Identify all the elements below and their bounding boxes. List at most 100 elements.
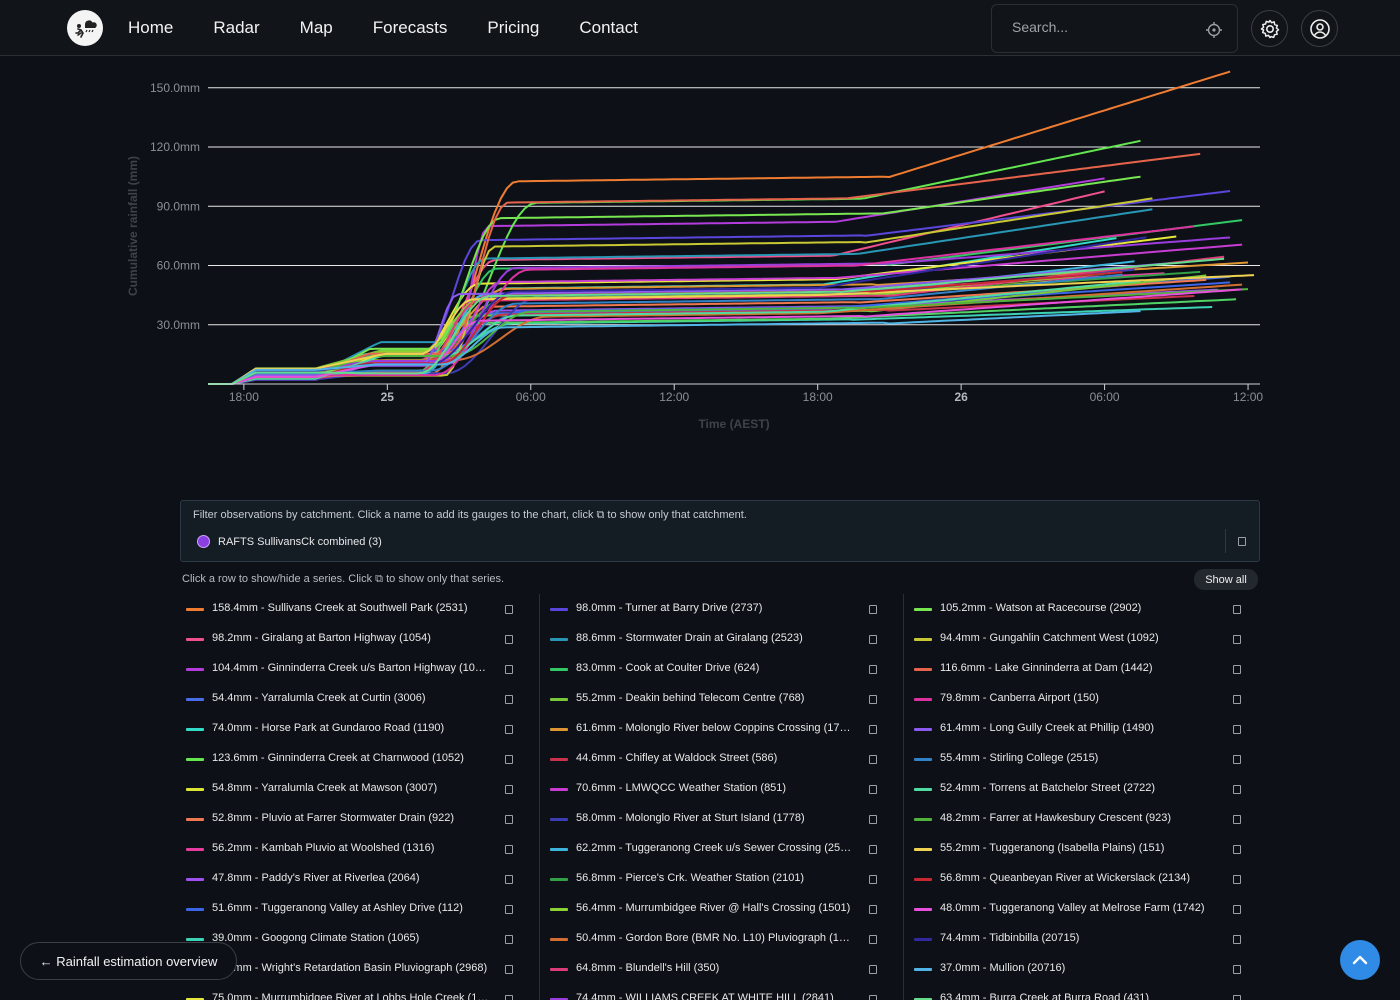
show-only-series-button[interactable] [505, 815, 513, 824]
series-row[interactable]: 56.4mm - Murrumbidgee River @ Hall's Cro… [544, 894, 903, 924]
show-only-series-button[interactable] [869, 755, 877, 764]
show-only-series-button[interactable] [1233, 875, 1241, 884]
series-row[interactable]: 37.0mm - Mullion (20716) [908, 954, 1260, 984]
series-row[interactable]: 116.6mm - Lake Ginninderra at Dam (1442) [908, 654, 1260, 684]
series-row[interactable]: 104.4mm - Ginninderra Creek u/s Barton H… [180, 654, 539, 684]
nav-contact[interactable]: Contact [579, 18, 638, 37]
series-row[interactable]: 79.8mm - Canberra Airport (150) [908, 684, 1260, 714]
show-only-series-button[interactable] [869, 965, 877, 974]
show-only-series-button[interactable] [505, 695, 513, 704]
series-row[interactable]: 52.4mm - Torrens at Batchelor Street (27… [908, 774, 1260, 804]
series-row[interactable]: 58.0mm - Molonglo River at Sturt Island … [544, 804, 903, 834]
show-only-series-button[interactable] [869, 875, 877, 884]
series-row[interactable]: 123.6mm - Ginninderra Creek at Charnwood… [180, 744, 539, 774]
series-row[interactable]: 55.4mm - Stirling College (2515) [908, 744, 1260, 774]
show-only-series-button[interactable] [505, 935, 513, 944]
series-row[interactable]: 54.8mm - Yarralumla Creek at Mawson (300… [180, 774, 539, 804]
series-row[interactable]: 94.4mm - Gungahlin Catchment West (1092) [908, 624, 1260, 654]
series-row[interactable]: 64.8mm - Blundell's Hill (350) [544, 954, 903, 984]
series-row[interactable]: 75.0mm - Murrumbidgee River at Lobbs Hol… [180, 984, 539, 1000]
show-only-series-button[interactable] [505, 905, 513, 914]
series-label: 105.2mm - Watson at Racecourse (2902) [940, 602, 1142, 614]
settings-button[interactable] [1251, 10, 1288, 47]
series-row[interactable]: 63.4mm - Burra Creek at Burra Road (431) [908, 984, 1260, 1000]
series-row[interactable]: 56.8mm - Pierce's Crk. Weather Station (… [544, 864, 903, 894]
show-only-series-button[interactable] [505, 635, 513, 644]
show-only-series-button[interactable] [869, 605, 877, 614]
series-row[interactable]: 55.2mm - Tuggeranong (Isabella Plains) (… [908, 834, 1260, 864]
locate-icon[interactable] [1205, 21, 1223, 44]
catchment-item[interactable]: RAFTS SullivansCk combined (3) [197, 535, 382, 548]
show-only-series-button[interactable] [1233, 755, 1241, 764]
nav-map[interactable]: Map [299, 18, 333, 37]
show-only-series-button[interactable] [869, 845, 877, 854]
series-row[interactable]: 56.8mm - Queanbeyan River at Wickerslack… [908, 864, 1260, 894]
show-only-series-button[interactable] [1233, 905, 1241, 914]
nav-pricing[interactable]: Pricing [487, 18, 540, 37]
show-only-series-button[interactable] [1233, 995, 1241, 1000]
show-only-series-button[interactable] [505, 605, 513, 614]
series-row[interactable]: 50.4mm - Gordon Bore (BMR No. L10) Pluvi… [544, 924, 903, 954]
search-input[interactable] [1012, 19, 1192, 35]
show-only-series-button[interactable] [505, 725, 513, 734]
logo-icon[interactable] [67, 10, 103, 46]
nav-home[interactable]: Home [128, 18, 174, 37]
series-row[interactable]: 52.8mm - Pluvio at Farrer Stormwater Dra… [180, 804, 539, 834]
rainfall-overview-button[interactable]: ← Rainfall estimation overview [20, 942, 237, 980]
show-only-series-button[interactable] [1233, 635, 1241, 644]
series-row[interactable]: 98.0mm - Turner at Barry Drive (2737) [544, 594, 903, 624]
show-only-series-button[interactable] [869, 665, 877, 674]
series-row[interactable]: 98.2mm - Giralang at Barton Highway (105… [180, 624, 539, 654]
show-only-series-button[interactable] [869, 635, 877, 644]
show-only-series-button[interactable] [1233, 695, 1241, 704]
series-row[interactable]: 44.6mm - Chifley at Waldock Street (586) [544, 744, 903, 774]
series-row[interactable]: 61.6mm - Molonglo River below Coppins Cr… [544, 714, 903, 744]
series-row[interactable]: 56.2mm - Kambah Pluvio at Woolshed (1316… [180, 834, 539, 864]
show-only-series-button[interactable] [1233, 785, 1241, 794]
series-row[interactable]: 51.6mm - Tuggeranong Valley at Ashley Dr… [180, 894, 539, 924]
series-row[interactable]: 88.6mm - Stormwater Drain at Giralang (2… [544, 624, 903, 654]
scroll-to-top-button[interactable] [1340, 940, 1380, 980]
series-row[interactable]: 61.4mm - Long Gully Creek at Phillip (14… [908, 714, 1260, 744]
show-only-series-button[interactable] [1233, 725, 1241, 734]
show-only-series-button[interactable] [869, 785, 877, 794]
show-only-series-button[interactable] [505, 965, 513, 974]
series-row[interactable]: 48.2mm - Farrer at Hawkesbury Crescent (… [908, 804, 1260, 834]
show-only-series-button[interactable] [1233, 965, 1241, 974]
catchment-show-only-button[interactable] [1225, 529, 1247, 553]
nav-radar[interactable]: Radar [213, 18, 260, 37]
show-only-series-button[interactable] [869, 995, 877, 1000]
show-only-series-button[interactable] [869, 815, 877, 824]
show-only-series-button[interactable] [869, 725, 877, 734]
show-only-series-button[interactable] [505, 785, 513, 794]
series-row[interactable]: 70.6mm - LMWQCC Weather Station (851) [544, 774, 903, 804]
series-row[interactable]: 158.4mm - Sullivans Creek at Southwell P… [180, 594, 539, 624]
series-row[interactable]: 83.0mm - Cook at Coulter Drive (624) [544, 654, 903, 684]
series-row[interactable]: 54.4mm - Yarralumla Creek at Curtin (300… [180, 684, 539, 714]
show-only-series-button[interactable] [505, 665, 513, 674]
show-only-series-button[interactable] [1233, 935, 1241, 944]
series-row[interactable]: 74.4mm - WILLIAMS CREEK AT WHITE HILL (2… [544, 984, 903, 1000]
show-only-series-button[interactable] [869, 905, 877, 914]
nav-forecasts[interactable]: Forecasts [372, 18, 448, 37]
series-row[interactable]: 48.0mm - Tuggeranong Valley at Melrose F… [908, 894, 1260, 924]
series-row[interactable]: 74.0mm - Horse Park at Gundaroo Road (11… [180, 714, 539, 744]
series-row[interactable]: 39.0mm - Googong Climate Station (1065) [180, 924, 539, 954]
series-row[interactable]: 47.8mm - Paddy's River at Riverlea (2064… [180, 864, 539, 894]
show-only-series-button[interactable] [505, 755, 513, 764]
show-only-series-button[interactable] [505, 845, 513, 854]
show-only-series-button[interactable] [505, 875, 513, 884]
series-row[interactable]: 55.2mm - Deakin behind Telecom Centre (7… [544, 684, 903, 714]
show-only-series-button[interactable] [505, 995, 513, 1000]
series-row[interactable]: 74.4mm - Tidbinbilla (20715) [908, 924, 1260, 954]
show-only-series-button[interactable] [1233, 815, 1241, 824]
show-only-series-button[interactable] [1233, 845, 1241, 854]
series-row[interactable]: 62.2mm - Tuggeranong Creek u/s Sewer Cro… [544, 834, 903, 864]
user-account-button[interactable] [1301, 10, 1338, 47]
show-all-button[interactable]: Show all [1194, 569, 1258, 590]
show-only-series-button[interactable] [1233, 605, 1241, 614]
show-only-series-button[interactable] [1233, 665, 1241, 674]
show-only-series-button[interactable] [869, 695, 877, 704]
series-row[interactable]: 105.2mm - Watson at Racecourse (2902) [908, 594, 1260, 624]
show-only-series-button[interactable] [869, 935, 877, 944]
